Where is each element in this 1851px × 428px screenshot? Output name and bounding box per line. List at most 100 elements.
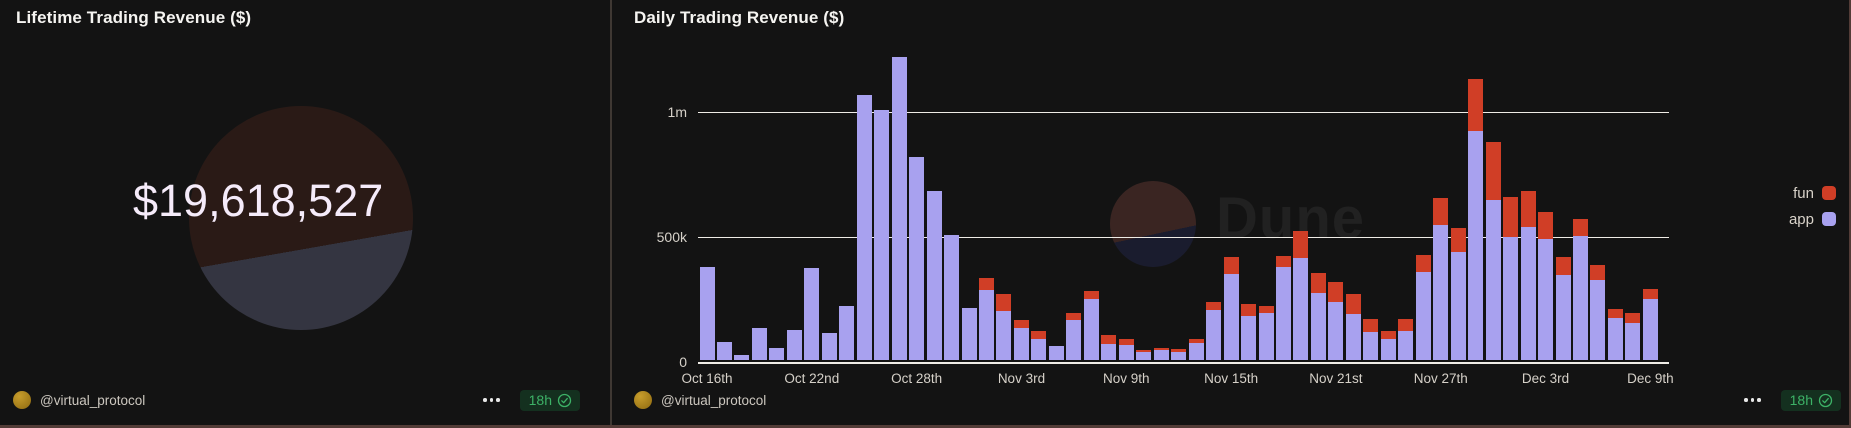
- bar-segment-app: [1538, 238, 1554, 360]
- bar-segment-app: [1450, 252, 1466, 360]
- bar-segment-fun: [1066, 313, 1082, 321]
- bar-segment-app: [1398, 331, 1414, 360]
- bar: [699, 267, 715, 360]
- bar: [1607, 308, 1623, 360]
- more-options-icon[interactable]: [1742, 394, 1763, 406]
- bar: [1013, 320, 1029, 360]
- daily-revenue-title[interactable]: Daily Trading Revenue ($): [634, 8, 845, 27]
- bar: [1380, 330, 1396, 360]
- bar-segment-app: [926, 190, 942, 360]
- legend-label: app: [1788, 210, 1814, 228]
- bar-segment-fun: [1642, 288, 1658, 299]
- bar-segment-app: [1520, 226, 1536, 360]
- bar-segment-fun: [1188, 338, 1204, 343]
- bar: [1031, 331, 1047, 360]
- bar-segment-app: [1083, 298, 1099, 360]
- bar: [1171, 348, 1187, 360]
- bar: [1538, 212, 1554, 360]
- bar-segment-app: [1188, 343, 1204, 360]
- x-tick-label: Oct 22nd: [784, 371, 840, 386]
- bar: [1468, 78, 1484, 360]
- gridline: [698, 112, 1669, 113]
- bar-segment-app: [1625, 323, 1641, 360]
- legend-swatch: [1822, 186, 1836, 200]
- bar-segment-app: [1468, 130, 1484, 360]
- bar: [1258, 306, 1274, 360]
- bar-segment-app: [1258, 313, 1274, 360]
- bar-segment-app: [1136, 351, 1152, 360]
- bar-segment-fun: [1380, 330, 1396, 339]
- bar-segment-fun: [1555, 256, 1571, 275]
- refresh-age-badge[interactable]: 18h: [519, 389, 580, 411]
- bar: [1433, 198, 1449, 360]
- bar: [821, 333, 837, 360]
- widget-footer: @virtual_protocol 18h: [634, 387, 1841, 413]
- bar-segment-fun: [1013, 320, 1029, 328]
- bar-segment-app: [944, 234, 960, 360]
- bar: [1241, 303, 1257, 360]
- y-tick-label: 1m: [667, 103, 687, 120]
- bar: [1590, 264, 1606, 360]
- bar: [1415, 254, 1431, 360]
- panel-lifetime-revenue: Lifetime Trading Revenue ($) $19,618,527…: [0, 0, 612, 425]
- bar-segment-app: [1590, 279, 1606, 360]
- bar: [1345, 293, 1361, 360]
- bar-segment-fun: [1083, 291, 1099, 299]
- bar-segment-fun: [1136, 350, 1152, 352]
- bar-segment-fun: [1433, 198, 1449, 225]
- bar-segment-app: [1607, 317, 1623, 360]
- lifetime-revenue-value: $19,618,527: [133, 175, 384, 226]
- bar-segment-app: [996, 311, 1012, 360]
- legend-item[interactable]: fun: [1789, 180, 1836, 206]
- author-link[interactable]: @virtual_protocol: [661, 392, 767, 408]
- dune-watermark-circle-small: [1110, 181, 1196, 267]
- author-link[interactable]: @virtual_protocol: [40, 392, 146, 408]
- bar-segment-app: [1573, 235, 1588, 360]
- bar-segment-fun: [1223, 256, 1239, 274]
- bar-segment-fun: [1538, 212, 1554, 239]
- bar-segment-app: [1503, 236, 1519, 360]
- bar-segment-app: [1153, 350, 1169, 360]
- bar: [786, 329, 802, 360]
- bar: [1450, 228, 1466, 360]
- bar: [1083, 291, 1099, 360]
- bar-segment-fun: [996, 293, 1012, 311]
- x-axis-line: [698, 362, 1669, 364]
- verified-check-icon: [1818, 393, 1833, 407]
- bar-segment-app: [804, 268, 820, 360]
- bar-segment-fun: [1118, 338, 1134, 346]
- lifetime-revenue-title[interactable]: Lifetime Trading Revenue ($): [16, 8, 252, 27]
- refresh-age-label: 18h: [528, 392, 552, 408]
- bar-segment-fun: [1450, 228, 1466, 252]
- bar-segment-app: [1118, 345, 1134, 360]
- bar-segment-app: [1171, 351, 1187, 360]
- widget-footer: @virtual_protocol 18h: [13, 387, 580, 413]
- bar-segment-fun: [1293, 230, 1309, 258]
- bar-segment-fun: [979, 278, 995, 290]
- x-tick-label: Nov 27th: [1413, 371, 1468, 386]
- bar-segment-fun: [1101, 335, 1117, 344]
- chart-legend: fun app: [1789, 180, 1836, 232]
- avatar[interactable]: [634, 391, 652, 409]
- bar: [839, 305, 855, 360]
- avatar[interactable]: [13, 391, 31, 409]
- bar: [1276, 255, 1291, 360]
- bar: [874, 109, 890, 360]
- bar: [1503, 196, 1519, 360]
- bar-segment-fun: [1398, 318, 1414, 331]
- refresh-age-badge[interactable]: 18h: [1780, 389, 1841, 411]
- bar: [1206, 302, 1222, 360]
- bar-segment-app: [1066, 320, 1082, 360]
- legend-item[interactable]: app: [1789, 206, 1836, 232]
- bar-segment-fun: [1468, 78, 1484, 131]
- bar-segment-fun: [1206, 302, 1222, 310]
- bar-segment-fun: [1345, 293, 1361, 314]
- x-tick-label: Nov 21st: [1309, 371, 1363, 386]
- more-options-icon[interactable]: [481, 394, 502, 406]
- bar-segment-app: [751, 328, 767, 360]
- bar: [1188, 338, 1204, 360]
- bar-segment-app: [961, 308, 977, 360]
- x-tick-label: Dec 9th: [1627, 371, 1674, 386]
- x-tick-label: Oct 16th: [681, 371, 733, 386]
